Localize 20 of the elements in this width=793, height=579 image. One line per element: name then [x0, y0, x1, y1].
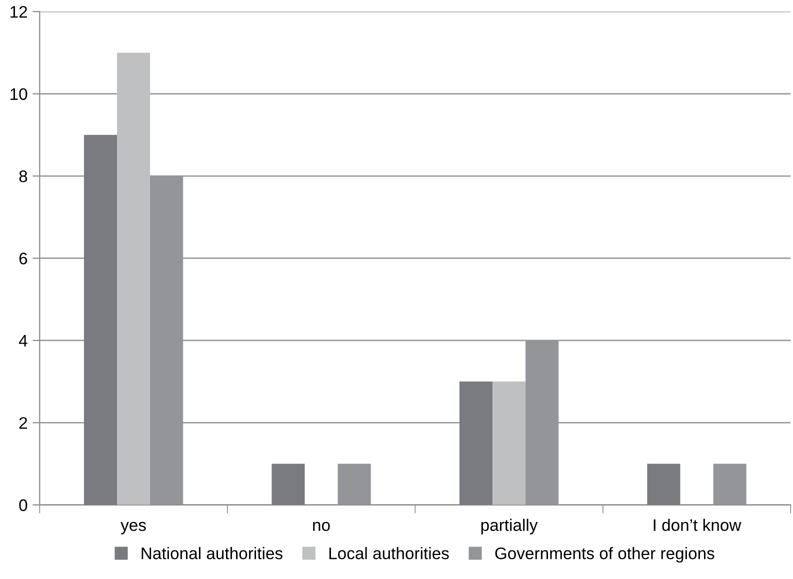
y-tick-label: 6: [19, 252, 28, 264]
x-tick-label: I don’t know: [654, 518, 742, 532]
y-tick-label: 2: [19, 417, 28, 429]
legend-label: National authorities: [142, 547, 282, 560]
y-tick-label: 10: [10, 88, 28, 100]
bar: [272, 464, 305, 505]
y-tick-label: 4: [18, 335, 28, 346]
bar: [647, 464, 680, 505]
x-tick-label: yes: [120, 522, 146, 534]
y-tick-label: 0: [19, 499, 28, 512]
y-tick-label: 8: [19, 170, 28, 182]
x-tick-label: partially: [481, 518, 538, 534]
y-tick-label: 12: [10, 6, 28, 18]
legend-label: Governments of other regions: [495, 547, 714, 563]
legend-label: Local authorities: [329, 547, 449, 560]
bar: [492, 382, 526, 505]
bar: [459, 382, 492, 505]
bar: [84, 134, 117, 505]
x-tick-label: no: [313, 522, 330, 532]
bar: [117, 52, 150, 505]
